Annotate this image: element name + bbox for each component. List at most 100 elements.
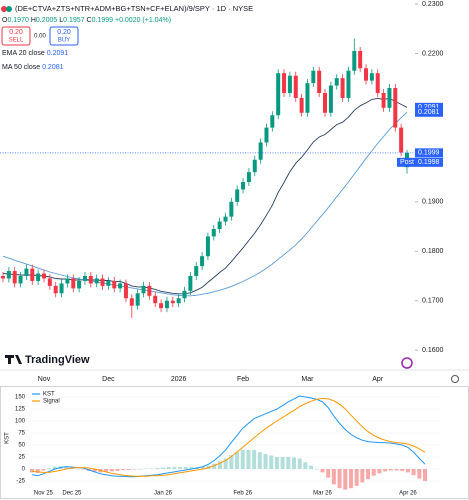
histogram-bar	[41, 469, 46, 471]
x-tick-label: Apr 26	[399, 491, 417, 497]
histogram-bar	[354, 469, 359, 486]
histogram-bar	[314, 469, 319, 470]
candle-body	[129, 298, 134, 306]
histogram-bar	[371, 469, 376, 476]
candle-body	[194, 266, 199, 276]
histogram-bar	[257, 452, 262, 469]
histogram-bar	[337, 469, 342, 489]
x-tick-label: Nov 25	[34, 491, 54, 497]
settings-icon[interactable]	[451, 375, 459, 383]
histogram-bar	[143, 468, 148, 470]
logo: TradingView	[5, 354, 90, 366]
histogram-bar	[286, 457, 291, 469]
ohlc-key: C	[87, 17, 92, 24]
histogram-bar	[64, 466, 69, 469]
histogram-bar	[126, 469, 131, 470]
candle-body	[282, 73, 287, 93]
histogram-bar	[229, 455, 234, 469]
candle-body	[241, 182, 246, 190]
candle-body	[258, 142, 263, 160]
histogram-bar	[223, 458, 228, 469]
candle-body	[106, 280, 111, 286]
ohlc-value: 0.1999	[92, 17, 114, 24]
candle-body	[369, 73, 374, 81]
candle-body	[1, 276, 5, 279]
histogram-bar	[183, 467, 188, 469]
x-tick-label: Jan 26	[154, 491, 173, 497]
ohlc-key: O	[2, 17, 8, 24]
x-tick-label: Dec 25	[62, 491, 82, 497]
candle-body	[299, 97, 304, 113]
legend-entry: MA 50 close 0.2081	[2, 64, 64, 71]
histogram-bar	[240, 449, 245, 469]
histogram-bar	[326, 469, 331, 478]
y-tick-label: 25	[18, 455, 25, 461]
histogram-bar	[200, 466, 205, 469]
histogram-bar	[132, 469, 137, 470]
buy-price: 0.20	[57, 29, 71, 36]
candle-body	[182, 290, 187, 299]
line-price-label: 0.2091	[418, 104, 440, 111]
candle-body	[176, 298, 181, 304]
histogram-bar	[348, 469, 353, 489]
histogram-bar	[309, 465, 314, 469]
legend-label: KST	[43, 392, 55, 398]
histogram-bar	[75, 469, 80, 470]
candle-body	[24, 268, 29, 276]
candle-body	[311, 70, 316, 84]
x-tick-label: Apr	[372, 376, 384, 383]
buy-button[interactable]	[49, 26, 79, 46]
line-series	[2, 111, 408, 297]
y-tick-label: 0.1700	[422, 298, 444, 305]
histogram-bar	[269, 455, 274, 469]
histogram-bar	[383, 469, 388, 472]
histogram-bar	[263, 454, 268, 469]
histogram-bar	[138, 469, 143, 470]
histogram-bar	[246, 449, 251, 469]
sell-button[interactable]	[1, 26, 31, 46]
ohlc-key: L	[59, 17, 63, 24]
histogram-bar	[52, 466, 57, 469]
line-price-label: 0.2081	[418, 109, 440, 116]
candle-body	[6, 271, 11, 279]
histogram-bar	[69, 468, 74, 469]
candle-body	[82, 276, 87, 281]
x-tick-label: Mar 26	[313, 491, 332, 497]
candle-body	[118, 283, 123, 289]
candle-body	[346, 70, 351, 98]
line-price-label-box	[415, 107, 443, 117]
histogram-bar	[161, 467, 165, 469]
y-tick-label: 0.1800	[422, 248, 444, 255]
line-price-label-box	[415, 102, 443, 112]
candle-body	[334, 78, 339, 86]
histogram-bar	[115, 469, 120, 471]
alert-icon[interactable]	[401, 357, 413, 369]
candle-body	[123, 283, 128, 299]
histogram-bar	[331, 469, 336, 485]
candle-body	[30, 268, 35, 281]
candle-body	[235, 189, 240, 202]
candle-body	[36, 273, 41, 281]
y-tick-label: 100	[15, 419, 26, 425]
histogram-bar	[297, 458, 302, 469]
candle-body	[217, 221, 222, 230]
post-label-box	[397, 157, 443, 167]
histogram-bar	[178, 467, 183, 469]
histogram-bar	[320, 469, 325, 473]
change: +0.0020 (+1.04%)	[115, 17, 171, 24]
histogram-bar	[388, 469, 393, 471]
candle-body	[53, 285, 58, 294]
candle-body	[364, 68, 369, 81]
candle-body	[12, 271, 17, 284]
x-tick-label: Dec	[102, 376, 115, 383]
candle-body	[159, 303, 164, 309]
histogram-bar	[212, 463, 217, 469]
candle-body	[276, 73, 281, 116]
candle-body	[293, 75, 298, 98]
y-tick-label: 0.1900	[422, 199, 444, 206]
histogram-bar	[366, 469, 371, 480]
last-price-label-box	[415, 148, 443, 158]
line-series	[31, 397, 426, 477]
histogram-bar	[155, 468, 160, 469]
